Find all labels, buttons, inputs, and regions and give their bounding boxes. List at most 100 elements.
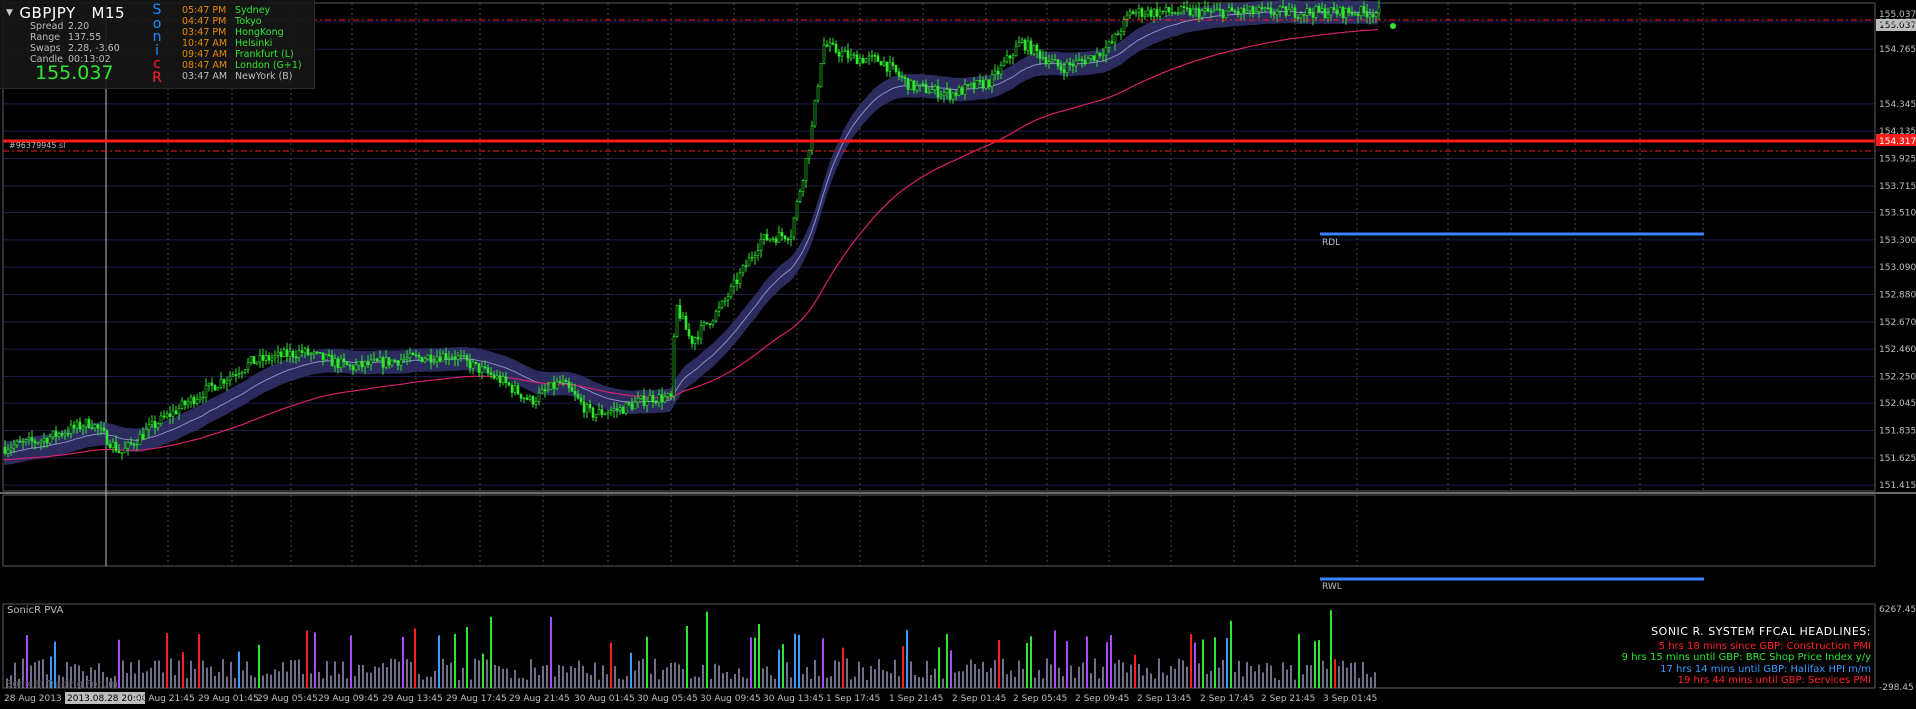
sonic-letter: o xyxy=(152,15,162,32)
volume-bar xyxy=(1022,668,1024,688)
candle-body xyxy=(336,358,340,368)
volume-bar xyxy=(426,676,428,688)
volume-bar xyxy=(390,658,392,688)
candle-body xyxy=(378,357,382,362)
candle-body xyxy=(969,82,973,85)
candle-body xyxy=(228,375,232,381)
candle-body xyxy=(678,305,682,319)
volume-bar xyxy=(506,668,508,688)
volume-bar xyxy=(702,664,704,688)
candle-body xyxy=(300,350,304,354)
candle-body xyxy=(387,357,391,366)
stat-label: Range xyxy=(30,32,61,43)
volume-bar xyxy=(46,674,48,688)
candle-body xyxy=(537,392,541,402)
candle-body xyxy=(855,54,859,65)
candle-body xyxy=(1161,10,1165,13)
volume-bar xyxy=(1238,660,1240,688)
candle-body xyxy=(180,400,184,409)
volume-bar xyxy=(594,662,596,688)
volume-bar xyxy=(1346,667,1348,688)
stat-label: Candle xyxy=(30,54,63,65)
volume-bar xyxy=(82,671,84,688)
candle-body xyxy=(462,355,466,357)
candle-body xyxy=(54,430,58,437)
time-tick-label: 28 Aug 2013 xyxy=(4,694,62,704)
candle-body xyxy=(981,80,985,89)
sonic-letter: c xyxy=(153,56,161,72)
candle-body xyxy=(930,89,934,93)
volume-bar xyxy=(1122,662,1124,688)
volume-bar xyxy=(842,647,844,688)
candle-body xyxy=(1368,14,1372,18)
volume-bar xyxy=(402,636,404,688)
price-tick-label: 153.510 xyxy=(1879,209,1916,219)
volume-bar xyxy=(954,672,956,688)
candle-body xyxy=(45,438,49,444)
candle-body xyxy=(78,421,82,430)
candle-body xyxy=(423,358,427,363)
volume-bar xyxy=(694,676,696,688)
candle-body xyxy=(1362,6,1366,12)
candle-body xyxy=(561,379,565,383)
volume-bar xyxy=(398,661,400,688)
volume-bar xyxy=(1374,672,1376,688)
candle-body xyxy=(1080,59,1084,61)
volume-bar xyxy=(342,661,344,688)
candle-body xyxy=(477,363,481,373)
candle-body xyxy=(759,238,763,251)
symbol-title[interactable]: ▼ GBPJPY M15 xyxy=(6,4,125,22)
candle-body xyxy=(996,70,1000,75)
candle-body xyxy=(879,61,883,66)
slow-ma-path xyxy=(3,28,1379,461)
candle-body xyxy=(75,421,79,429)
candle-body xyxy=(105,430,109,445)
volume-bar xyxy=(1294,679,1296,688)
volume-bar xyxy=(874,669,876,688)
price-levels[interactable]: #96379945 sl 154.317 155.037 RDL RWL xyxy=(3,19,1916,592)
time-tick-label: 2 Sep 05:45 xyxy=(1013,694,1067,704)
candle-body xyxy=(108,444,112,448)
volume-bar xyxy=(202,660,204,688)
volume-bar xyxy=(350,635,352,688)
candle-body xyxy=(1212,9,1216,12)
candle-body xyxy=(1332,7,1336,11)
candle-body xyxy=(660,394,664,403)
volume-bar xyxy=(466,626,468,688)
volume-bar xyxy=(898,676,900,688)
candle-body xyxy=(909,80,913,90)
candle-body xyxy=(555,381,559,389)
candle-body xyxy=(57,433,61,437)
dropdown-arrow-icon[interactable]: ▼ xyxy=(6,8,14,18)
candle-body xyxy=(201,396,205,399)
candle-body xyxy=(1014,45,1018,57)
candle-body xyxy=(357,361,361,366)
candle-body xyxy=(279,351,283,357)
session-row: 09:47 AM Frankfurt (L) xyxy=(182,49,302,60)
candle-body xyxy=(432,361,436,363)
candle-body xyxy=(903,77,907,79)
time-tick-label: 30 Aug 09:45 xyxy=(700,694,761,704)
volume-bar xyxy=(1082,662,1084,688)
volume-bar xyxy=(602,665,604,688)
candle-body xyxy=(306,348,310,356)
volume-bar xyxy=(626,675,628,688)
volume-bar xyxy=(334,661,336,688)
candle-body xyxy=(1152,8,1156,17)
time-tick-label: 2 Sep 13:45 xyxy=(1137,694,1191,704)
volume-bar xyxy=(170,658,172,688)
price-tick-label: 151.415 xyxy=(1879,481,1916,491)
candle-body xyxy=(120,452,124,454)
volume-bar xyxy=(274,669,276,688)
candle-body xyxy=(936,85,940,98)
volume-bar xyxy=(194,668,196,688)
volume-bar xyxy=(470,679,472,688)
rdl-label: RDL xyxy=(1322,238,1340,248)
candle-body xyxy=(1074,60,1078,67)
candle-body xyxy=(1149,9,1153,17)
volume-bar xyxy=(1170,666,1172,688)
volume-bar xyxy=(354,676,356,688)
volume-bar xyxy=(750,637,752,688)
candle-body xyxy=(1176,12,1180,15)
